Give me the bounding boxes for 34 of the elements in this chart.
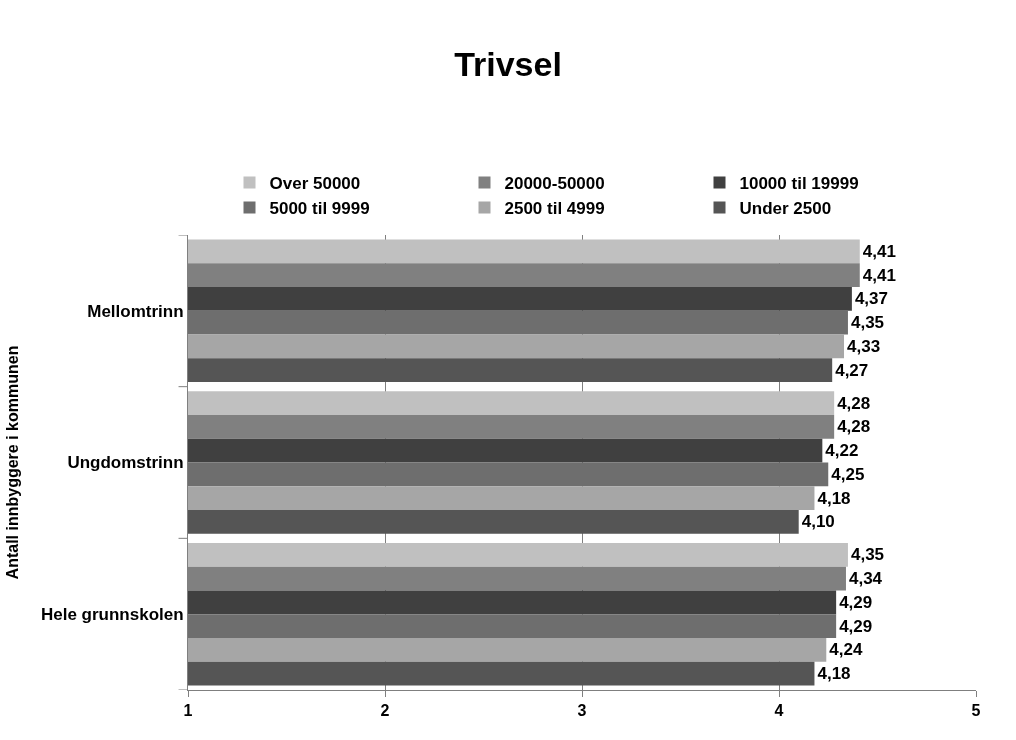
x-tick-label: 3 bbox=[577, 702, 587, 720]
data-label: 4,35 bbox=[850, 545, 885, 565]
legend-label: Over 50000 bbox=[269, 174, 361, 194]
data-label: 4,34 bbox=[848, 569, 883, 589]
x-tick-label: 4 bbox=[774, 702, 784, 720]
data-label: 4,28 bbox=[837, 393, 871, 413]
data-label: 4,35 bbox=[850, 313, 885, 333]
y-tick-label: Hele grunnskolen bbox=[40, 605, 184, 625]
data-label: 4,29 bbox=[839, 616, 873, 636]
x-tick-label: 1 bbox=[183, 702, 193, 720]
chart-title: Trivsel bbox=[454, 44, 562, 83]
data-label: 4,18 bbox=[817, 488, 851, 508]
data-label: 4,33 bbox=[847, 336, 881, 356]
data-label: 4,29 bbox=[839, 592, 873, 612]
data-label: 4,37 bbox=[854, 289, 888, 309]
x-tick-label: 5 bbox=[971, 702, 981, 720]
y-axis-title: Antall innbyggere i kommunen bbox=[3, 345, 21, 580]
y-tick-label: Mellomtrinn bbox=[87, 301, 184, 321]
y-tick-label: Ungdomstrinn bbox=[67, 453, 184, 473]
x-tick-label: 2 bbox=[380, 702, 390, 720]
data-label: 4,27 bbox=[835, 360, 869, 380]
data-label: 4,24 bbox=[829, 640, 863, 660]
data-label: 4,18 bbox=[817, 664, 851, 684]
legend-label: 20000-50000 bbox=[504, 174, 605, 194]
data-label: 4,25 bbox=[831, 464, 865, 484]
data-label: 4,41 bbox=[862, 265, 896, 285]
data-label: 4,10 bbox=[801, 512, 835, 532]
legend-label: 2500 til 4999 bbox=[504, 199, 605, 219]
data-label: 4,28 bbox=[837, 417, 871, 437]
data-label: 4,41 bbox=[862, 241, 896, 261]
data-label: 4,22 bbox=[825, 441, 859, 461]
legend-label: 10000 til 19999 bbox=[739, 174, 859, 194]
legend-label: 5000 til 9999 bbox=[269, 199, 370, 219]
legend-label: Under 2500 bbox=[739, 199, 832, 219]
